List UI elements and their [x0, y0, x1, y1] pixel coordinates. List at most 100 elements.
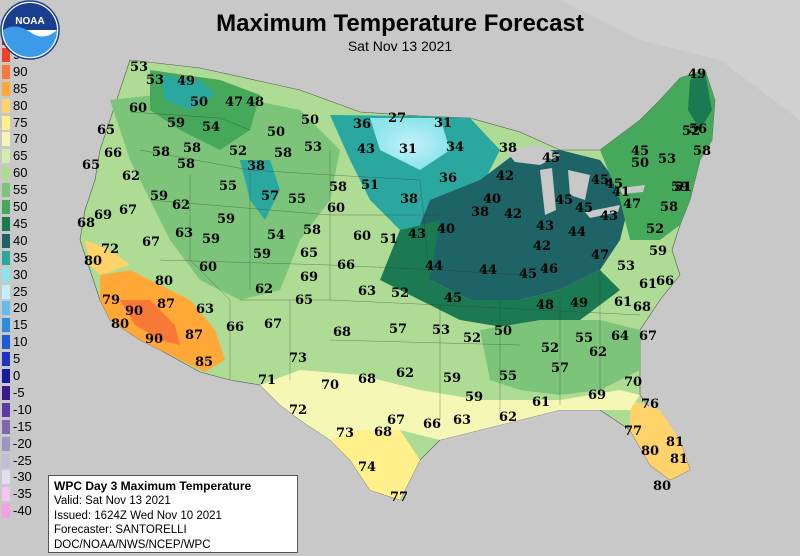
temperature-label: 62	[396, 366, 414, 381]
temperature-label: 65	[97, 123, 115, 138]
temperature-label: 53	[658, 152, 676, 167]
zone-70-south	[260, 370, 640, 440]
temperature-label: 73	[336, 426, 354, 441]
temperature-label: 63	[453, 413, 471, 428]
legend-label: 15	[13, 317, 28, 333]
temperature-label: 67	[264, 317, 282, 332]
map-title: Maximum Temperature Forecast	[216, 10, 584, 37]
legend-label: 65	[13, 148, 28, 164]
temperature-label: 31	[399, 142, 417, 157]
legend-item: 65	[0, 148, 42, 164]
legend-swatch	[2, 47, 10, 62]
legend-item: 50	[0, 199, 42, 215]
legend-item: 40	[0, 233, 42, 249]
temperature-label: 43	[536, 219, 554, 234]
legend-label: 40	[13, 232, 28, 248]
temperature-label: 45	[591, 173, 609, 188]
zone-55-west	[110, 90, 340, 300]
info-box: WPC Day 3 Maximum Temperature Valid: Sat…	[48, 475, 298, 553]
temperature-label: 65	[82, 158, 100, 173]
legend-item: 60	[0, 165, 42, 181]
lake-erie	[585, 205, 620, 218]
temperature-label: 52	[391, 286, 409, 301]
temperature-label: 57	[389, 322, 407, 337]
temperature-label: 36	[439, 171, 457, 186]
temperature-label: 49	[177, 74, 195, 89]
temperature-label: 80	[653, 479, 671, 494]
info-title: WPC Day 3 Maximum Temperature	[54, 479, 252, 493]
temperature-label: 61	[639, 277, 657, 292]
temperature-label: 40	[437, 222, 455, 237]
temperature-label: 45	[555, 193, 573, 208]
legend-item: -35	[0, 486, 42, 502]
temperature-label: 47	[591, 248, 609, 263]
temperature-label: 58	[329, 180, 347, 195]
legend-item: -5	[0, 385, 42, 401]
zone-80-fl	[630, 400, 690, 480]
legend-swatch	[2, 250, 10, 265]
temperature-label: 45	[575, 201, 593, 216]
info-org: DOC/NOAA/NWS/NCEP/WPC	[54, 538, 211, 551]
temperature-label: 80	[641, 444, 659, 459]
legend-swatch	[2, 64, 10, 79]
info-issued: Issued: 1624Z Wed Nov 10 2021	[54, 509, 222, 522]
temperature-label: 53	[304, 140, 322, 155]
temperature-label: 43	[357, 142, 375, 157]
legend-item: -20	[0, 436, 42, 452]
temperature-label: 69	[300, 270, 318, 285]
zone-35-nw	[160, 75, 215, 110]
temperature-label: 59	[150, 189, 168, 204]
temperature-label: 59	[167, 116, 185, 131]
temperature-label: 36	[353, 117, 371, 132]
temperature-label: 59	[671, 180, 689, 195]
temperature-label: 87	[157, 297, 175, 312]
temperature-label: 58	[660, 200, 678, 215]
temperature-label: 70	[321, 378, 339, 393]
legend-label: -20	[13, 435, 32, 451]
legend-swatch	[2, 470, 10, 485]
temperature-label: 59	[217, 212, 235, 227]
legend-item: 85	[0, 81, 42, 97]
temperature-label: 87	[185, 328, 203, 343]
temperature-label: 60	[199, 260, 217, 275]
temperature-label: 80	[111, 317, 129, 332]
temperature-label: 50	[301, 113, 319, 128]
legend-label: 0	[13, 368, 21, 383]
legend-label: -5	[13, 384, 25, 400]
legend-label: 5	[13, 351, 21, 367]
legend-label: 90	[13, 63, 28, 79]
temperature-label: 58	[693, 144, 711, 159]
legend-item: -40	[0, 503, 42, 519]
temperature-label: 62	[589, 345, 607, 360]
temperature-label: 42	[504, 207, 522, 222]
temperature-label: 54	[202, 120, 220, 135]
temperature-label: 59	[202, 232, 220, 247]
temperature-label: 51	[380, 232, 398, 247]
temperature-label: 85	[195, 355, 213, 370]
temperature-label: 76	[641, 397, 659, 412]
temperature-label: 55	[575, 331, 593, 346]
temperature-label: 62	[499, 410, 517, 425]
temperature-label: 68	[333, 325, 351, 340]
zone-45-maine	[688, 72, 712, 130]
temperature-label: 60	[353, 229, 371, 244]
temperature-label: 72	[289, 403, 307, 418]
lake-superior	[505, 145, 560, 165]
legend-swatch	[2, 284, 10, 299]
temperature-label: 70	[624, 375, 642, 390]
legend-label: -30	[13, 469, 32, 485]
temperature-label: 27	[388, 111, 406, 126]
temperature-label: 45	[631, 144, 649, 159]
temperature-label: 50	[631, 156, 649, 171]
temperature-label: 52	[229, 144, 247, 159]
legend-label: 70	[13, 131, 28, 147]
temperature-label: 38	[471, 205, 489, 220]
temperature-label: 43	[600, 209, 618, 224]
legend-item: 0	[0, 368, 42, 384]
temperature-label: 57	[551, 361, 569, 376]
temperature-label: 66	[226, 320, 244, 335]
temperature-label: 42	[533, 239, 551, 254]
temperature-label: 53	[130, 60, 148, 75]
legend-swatch	[2, 81, 10, 96]
